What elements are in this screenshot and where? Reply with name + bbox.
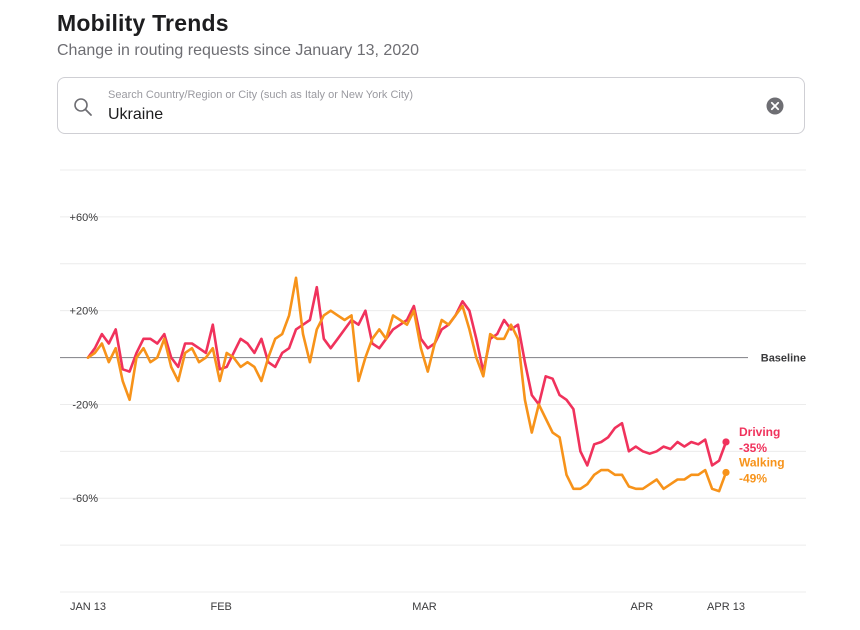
y-tick-label: -60% xyxy=(72,493,98,505)
series-line-walking xyxy=(86,276,728,493)
gridlines xyxy=(60,169,806,546)
y-tick-label: +60% xyxy=(70,212,99,224)
baseline: Baseline xyxy=(60,353,806,365)
series: Driving -35%Walking -49% xyxy=(86,276,785,493)
x-tick-label: JAN 13 xyxy=(70,601,106,613)
page-title: Mobility Trends xyxy=(57,10,229,36)
x-tick-label: MAR xyxy=(412,601,437,613)
series-line-driving xyxy=(86,285,728,467)
series-end-dot-walking xyxy=(722,468,730,477)
series-name-driving: Driving xyxy=(739,425,780,439)
series-name-walking: Walking xyxy=(739,455,785,469)
x-tick-label: APR xyxy=(631,601,654,613)
search-box[interactable]: Search Country/Region or City (such as I… xyxy=(57,77,805,134)
clear-icon[interactable] xyxy=(766,97,784,115)
search-icon xyxy=(74,98,92,116)
x-tick-label: APR 13 xyxy=(707,601,745,613)
y-tick-label: +20% xyxy=(70,306,99,318)
page-subtitle: Change in routing requests since January… xyxy=(57,42,420,59)
series-end-dot-driving xyxy=(722,438,730,446)
y-axis-labels: +60% +20% -20% -60% xyxy=(70,212,99,505)
x-tick-label: FEB xyxy=(211,601,232,613)
search-input[interactable]: Ukraine xyxy=(108,106,164,123)
series-end-value-walking: -49% xyxy=(739,471,767,485)
x-axis: JAN 13 FEB MAR APR APR 13 xyxy=(60,591,806,613)
baseline-label: Baseline xyxy=(761,353,806,365)
series-end-value-driving: -35% xyxy=(739,441,767,455)
search-placeholder: Search Country/Region or City (such as I… xyxy=(108,89,414,101)
y-tick-label: -20% xyxy=(72,399,98,411)
